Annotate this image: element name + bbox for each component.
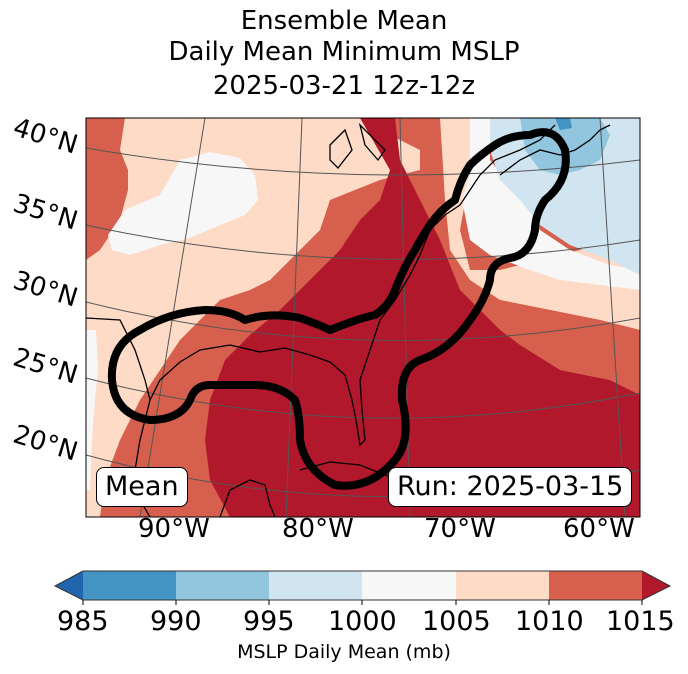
- mslp-region-gt1015: [205, 118, 640, 517]
- parallel-25n: [86, 377, 640, 419]
- colorbar: [53, 570, 672, 605]
- mean-label-box: Mean: [96, 467, 188, 507]
- colorbar-bin-1010-1015: [549, 571, 642, 600]
- meridian-70w: [399, 118, 411, 517]
- mslp-region-1000-1005-west: [108, 152, 258, 255]
- colorbar-bin-1000-1005: [362, 571, 456, 600]
- run-date-box: Run: 2025-03-15: [388, 467, 633, 507]
- meridian-60w: [599, 118, 626, 517]
- colorbar-tick-985: 985: [57, 606, 109, 637]
- colorbar-tick-1000: 1000: [328, 606, 397, 637]
- coastline-yucatan: [219, 479, 276, 517]
- colorbar-tick-1010: 1010: [515, 606, 584, 637]
- lon-label-80w: 80°W: [282, 514, 354, 544]
- colorbar-bin-985-990: [83, 571, 176, 600]
- coastline-gulf: [86, 124, 556, 447]
- colorbar-bin-990-995: [176, 571, 269, 600]
- colorbar-tick-995: 995: [243, 606, 295, 637]
- mslp-region-1000-1005-edge: [86, 330, 98, 490]
- great-lakes: [329, 122, 386, 169]
- lon-label-70w: 70°W: [424, 514, 496, 544]
- colorbar-extend-high: [642, 571, 670, 600]
- colorbar-tick-1015: 1015: [606, 606, 675, 637]
- title-line-1: Ensemble Mean: [240, 6, 448, 36]
- map-frame: [85, 117, 641, 518]
- colorbar-tick-990: 990: [150, 606, 202, 637]
- parallel-35n: [86, 224, 640, 260]
- colorbar-tick-1005: 1005: [422, 606, 491, 637]
- ensemble-contour: [107, 128, 570, 490]
- lon-label-60w: 60°W: [563, 514, 635, 544]
- mslp-region-985-990: [555, 118, 572, 130]
- title-line-3: 2025-03-21 12z-12z: [212, 71, 476, 101]
- lon-label-90w: 90°W: [138, 514, 210, 544]
- title-line-2: Daily Mean Minimum MSLP: [168, 37, 520, 67]
- colorbar-bin-1005-1010: [456, 571, 549, 600]
- mslp-region-1000-1005-east: [462, 118, 640, 290]
- colorbar-bin-995-1000: [269, 571, 362, 600]
- colorbar-label: MSLP Daily Mean (mb): [237, 641, 451, 663]
- colorbar-extend-low: [55, 571, 83, 600]
